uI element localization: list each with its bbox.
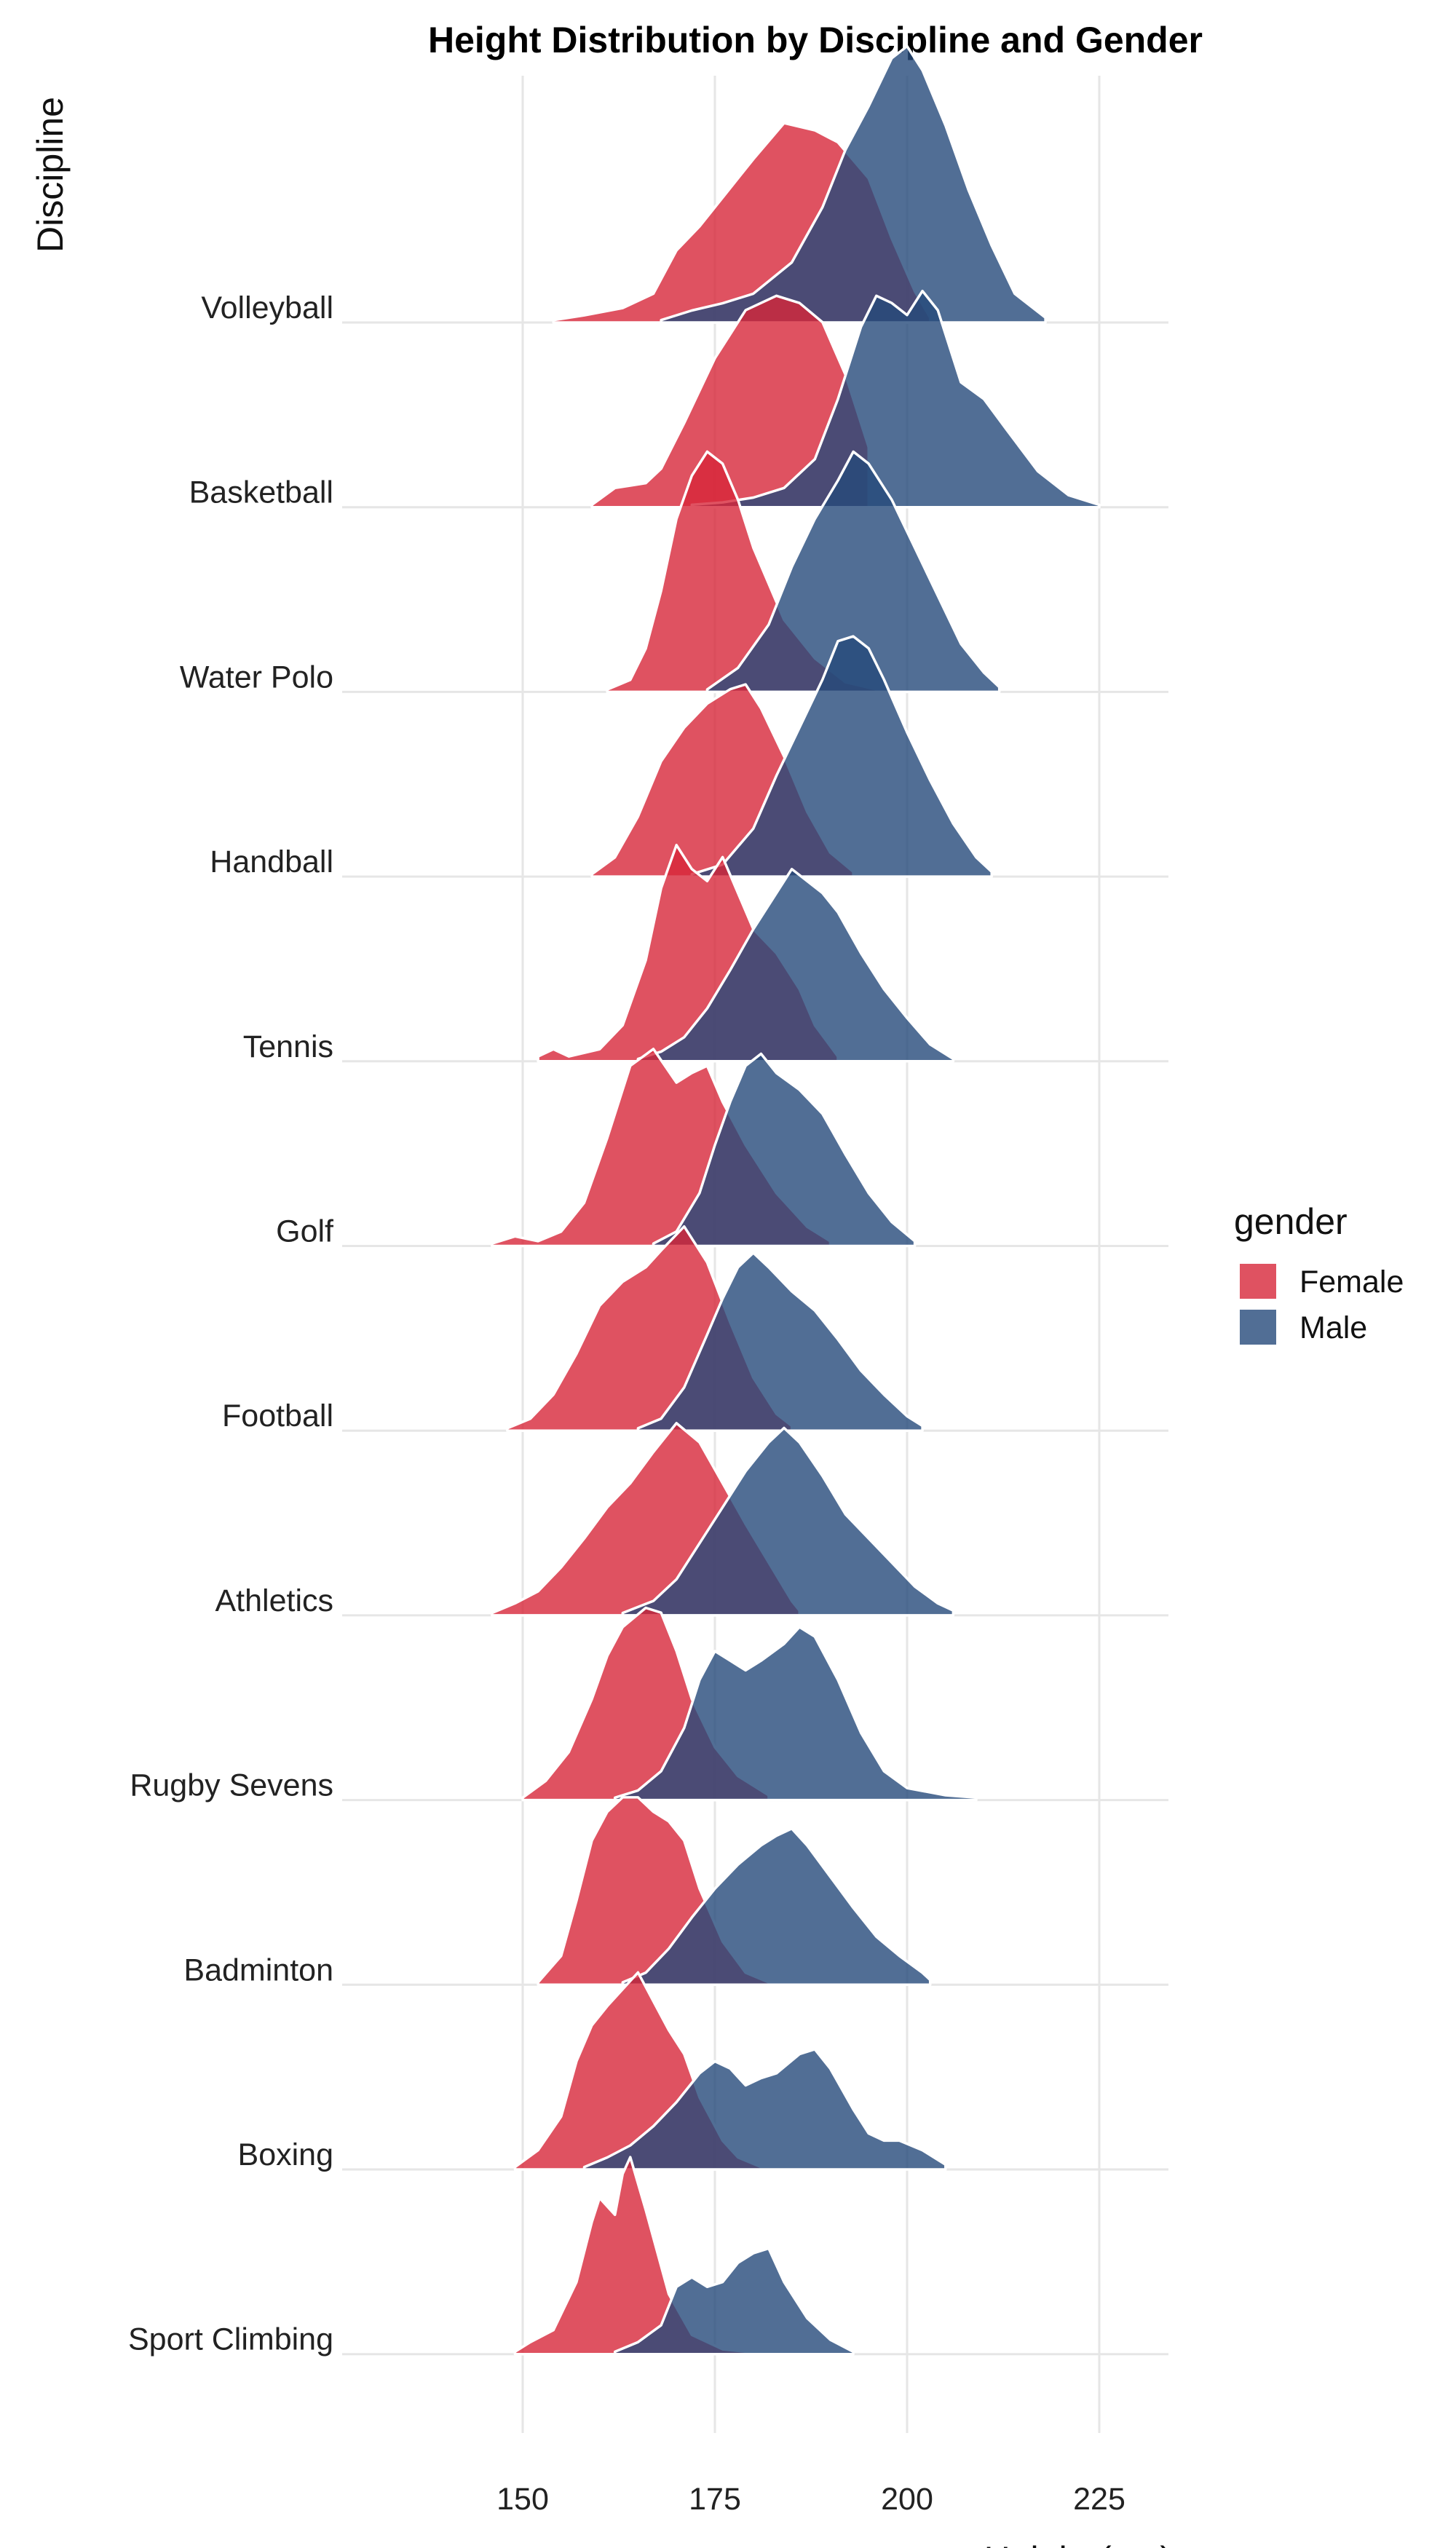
legend-label-female: Female: [1299, 1265, 1404, 1299]
ridge-male-sport-climbing: [613, 2247, 855, 2356]
ridge-male-handball: [690, 635, 993, 878]
ridge-male-volleyball: [660, 44, 1047, 324]
ridge-male-badminton: [621, 1827, 932, 1987]
y-axis-labels: Volleyball Basketball Water Polo Handball Te…: [128, 290, 334, 2357]
ridge-male-basketball: [690, 289, 1101, 509]
y-tick-label: Sport Climbing: [128, 2322, 333, 2357]
y-tick-label: Volleyball: [201, 290, 333, 325]
y-tick-label: Tennis: [243, 1029, 333, 1064]
y-tick-label: Athletics: [215, 1583, 333, 1618]
ridge-male-athletics: [621, 1426, 955, 1617]
legend: gender Female Male: [1234, 1201, 1404, 1345]
y-tick-label: Golf: [276, 1214, 334, 1249]
ridge-male-boxing: [582, 2048, 947, 2171]
x-tick-label: 175: [689, 2482, 741, 2517]
y-tick-label: Rugby Sevens: [130, 1768, 333, 1803]
legend-swatch-female: [1240, 1264, 1276, 1299]
y-tick-label: Boxing: [238, 2137, 333, 2172]
ridge-male-football: [636, 1251, 924, 1432]
legend-label-male: Male: [1299, 1310, 1367, 1345]
x-tick-label: 150: [496, 2482, 549, 2517]
ridge-male-rugby-sevens: [613, 1626, 978, 1802]
x-axis-labels: 150 175 200 225: [496, 2482, 1125, 2517]
y-tick-label: Handball: [210, 844, 333, 879]
ridge-male-water-polo: [705, 450, 1001, 694]
density-ridges: [491, 44, 1101, 2356]
x-tick-label: 225: [1073, 2482, 1125, 2517]
y-tick-label: Water Polo: [180, 660, 333, 695]
y-tick-label: Basketball: [189, 475, 333, 510]
legend-swatch-male: [1240, 1310, 1276, 1345]
legend-title: gender: [1234, 1201, 1348, 1242]
ridge-male-golf: [652, 1052, 917, 1248]
y-tick-label: Football: [222, 1398, 333, 1433]
chart-title: Height Distribution by Discipline and Ge…: [428, 20, 1203, 60]
ridge-male-tennis: [636, 868, 955, 1063]
y-tick-label: Badminton: [183, 1952, 333, 1987]
y-axis-title: Discipline: [30, 97, 71, 253]
x-tick-label: 200: [881, 2482, 933, 2517]
x-axis-title: Height (cm): [984, 2539, 1172, 2548]
